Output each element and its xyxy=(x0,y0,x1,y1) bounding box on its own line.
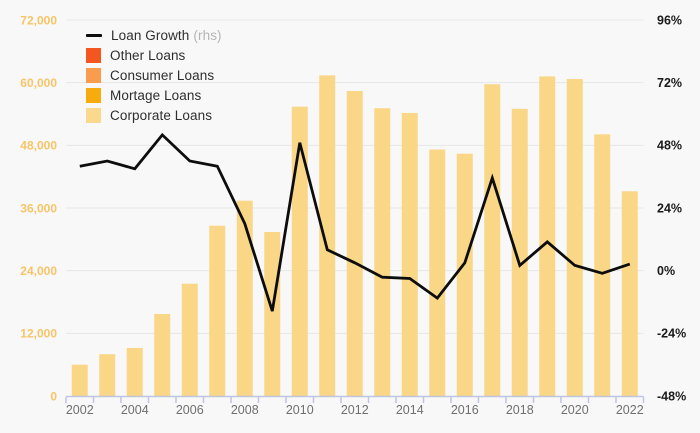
bar-2016 xyxy=(456,153,473,396)
x-axis-year-label: 2010 xyxy=(286,403,314,417)
square-swatch-icon xyxy=(86,87,101,103)
bar-2005 xyxy=(154,314,171,396)
bar-2008 xyxy=(236,200,253,396)
bar-2017 xyxy=(484,84,501,396)
bar-2022 xyxy=(621,191,638,396)
legend-item-other-loans[interactable]: Other Loans xyxy=(86,45,222,65)
left-axis-tick-label: 24,000 xyxy=(20,264,57,278)
legend-item-label: Consumer Loans xyxy=(110,67,215,83)
bar-2006 xyxy=(181,283,198,396)
bar-2012 xyxy=(346,91,363,397)
legend: Loan Growth (rhs) Other Loans Consumer Loan… xyxy=(86,25,222,125)
square-swatch-icon xyxy=(86,67,101,83)
legend-item-mortage-loans[interactable]: Mortage Loans xyxy=(86,85,222,105)
bar-2018 xyxy=(511,108,528,397)
x-axis-year-label: 2002 xyxy=(66,403,94,417)
bar-2002 xyxy=(71,364,88,396)
legend-item-label: Corporate Loans xyxy=(110,107,213,123)
x-axis-year-label: 2018 xyxy=(506,403,534,417)
bar-2010 xyxy=(291,106,308,396)
bar-2013 xyxy=(374,108,391,396)
x-axis-year-label: 2016 xyxy=(451,403,479,417)
bar-2019 xyxy=(539,76,556,397)
bar-2014 xyxy=(401,112,418,396)
legend-item-corporate-loans[interactable]: Corporate Loans xyxy=(86,105,222,125)
left-axis-tick-label: 72,000 xyxy=(20,13,57,27)
bar-2004 xyxy=(126,347,143,396)
bar-2021 xyxy=(594,134,611,396)
x-axis-year-label: 2008 xyxy=(231,403,259,417)
right-axis-tick-label: -48% xyxy=(657,389,686,403)
square-swatch-icon xyxy=(86,47,101,63)
bar-2007 xyxy=(209,225,226,396)
legend-item-label: Mortage Loans xyxy=(110,87,202,103)
bar-2009 xyxy=(264,232,281,396)
right-axis-tick-label: 0% xyxy=(657,264,675,278)
bar-2003 xyxy=(99,354,116,396)
x-axis-year-label: 2006 xyxy=(176,403,204,417)
x-axis-year-label: 2022 xyxy=(616,403,644,417)
right-axis-tick-label: 96% xyxy=(657,13,682,27)
line-swatch-icon xyxy=(86,33,102,37)
square-swatch-icon xyxy=(86,107,101,123)
legend-item-consumer-loans[interactable]: Consumer Loans xyxy=(86,65,222,85)
rhs-suffix-label: (rhs) xyxy=(193,27,222,43)
x-axis-year-label: 2004 xyxy=(121,403,149,417)
x-axis-year-label: 2020 xyxy=(561,403,589,417)
left-axis-tick-label: 12,000 xyxy=(20,327,57,341)
left-axis-tick-label: 36,000 xyxy=(20,201,57,215)
left-axis-tick-label: 60,000 xyxy=(20,76,57,90)
legend-item-loan-growth[interactable]: Loan Growth (rhs) xyxy=(86,25,222,45)
bar-2020 xyxy=(566,79,583,396)
legend-item-label: Loan Growth (rhs) xyxy=(111,27,222,43)
x-axis-year-label: 2012 xyxy=(341,403,369,417)
loan-growth-line xyxy=(79,132,631,312)
bar-2015 xyxy=(429,149,446,396)
right-axis-tick-label: 24% xyxy=(657,201,682,215)
bar-2011 xyxy=(319,75,336,396)
legend-item-label: Other Loans xyxy=(110,47,186,63)
left-axis-tick-label: 0 xyxy=(50,389,57,403)
right-axis-tick-label: 48% xyxy=(657,139,682,153)
x-axis-year-label: 2014 xyxy=(396,403,424,417)
left-axis-tick-label: 48,000 xyxy=(20,139,57,153)
right-axis-tick-label: -24% xyxy=(657,327,686,341)
right-axis-tick-label: 72% xyxy=(657,76,682,90)
